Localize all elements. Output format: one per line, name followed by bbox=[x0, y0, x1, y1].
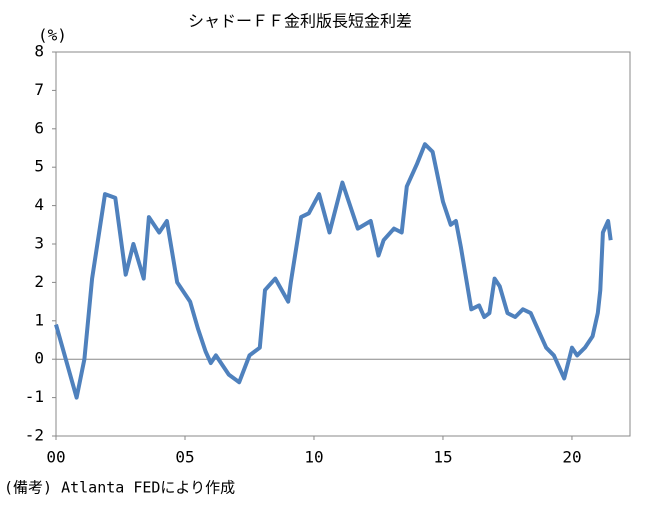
x-tick-label: 10 bbox=[304, 448, 323, 467]
plot-frame bbox=[55, 51, 631, 437]
y-tick-label: 1 bbox=[34, 310, 44, 329]
y-tick-label: 5 bbox=[34, 157, 44, 176]
y-tick-label: 7 bbox=[34, 80, 44, 99]
x-tick-label: 05 bbox=[175, 448, 194, 467]
y-tick-label: -2 bbox=[25, 426, 44, 445]
y-tick-label: 0 bbox=[34, 349, 44, 368]
y-tick-label: 6 bbox=[34, 118, 44, 137]
chart-title: シャドーＦＦ金利版長短金利差 bbox=[188, 12, 412, 31]
x-tick-label: 15 bbox=[433, 448, 452, 467]
y-tick-label: 2 bbox=[34, 272, 44, 291]
x-tick-label: 00 bbox=[46, 448, 65, 467]
y-tick-label: 3 bbox=[34, 234, 44, 253]
y-tick-label: -1 bbox=[25, 387, 44, 406]
x-tick-label: 20 bbox=[562, 448, 581, 467]
series-line bbox=[54, 142, 613, 400]
y-tick-label: 8 bbox=[34, 42, 44, 61]
y-tick-label: 4 bbox=[34, 195, 44, 214]
y-axis-unit: (%) bbox=[38, 26, 67, 45]
note: (備考) Atlanta FEDにより作成 bbox=[4, 479, 235, 497]
